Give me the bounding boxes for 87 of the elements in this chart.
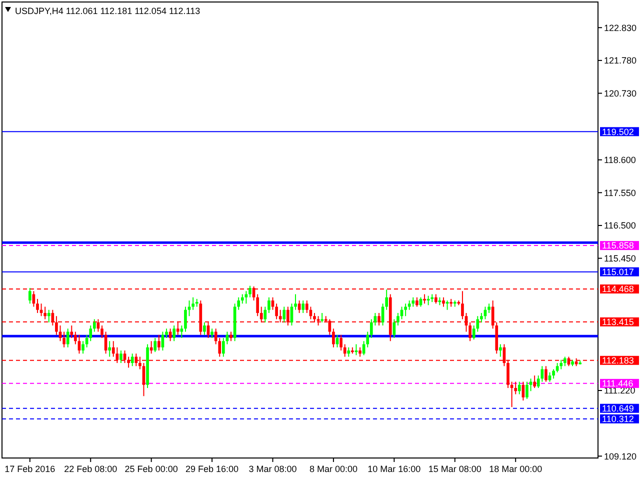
candlestick (358, 346, 362, 358)
candlestick (412, 296, 415, 308)
x-tick-label: 22 Feb 08:00 (64, 464, 118, 474)
candlestick (188, 300, 191, 317)
candlestick (282, 306, 286, 323)
candlestick (230, 331, 232, 342)
candlestick (47, 309, 50, 323)
candlestick (165, 328, 168, 338)
candlestick (244, 290, 248, 304)
x-tick-label: 3 Mar 08:00 (248, 464, 297, 474)
x-tick-label: 15 Mar 08:00 (428, 464, 482, 474)
ref-line-label: 114.468 (602, 284, 634, 294)
candlestick (168, 328, 172, 342)
candlestick (442, 296, 445, 308)
y-tick-label: 121.780 (604, 56, 637, 66)
candlestick (552, 368, 555, 380)
y-tick-label: 120.730 (604, 88, 637, 98)
candlestick (92, 318, 96, 332)
candlestick (416, 296, 418, 308)
candlestick (529, 378, 532, 392)
candlestick (154, 337, 157, 353)
candlestick (157, 334, 160, 351)
candlestick (560, 359, 563, 370)
candlestick (294, 294, 297, 310)
candlestick (404, 303, 407, 317)
candlestick (544, 366, 548, 382)
x-tick-label: 17 Feb 2016 (4, 464, 56, 474)
x-tick-label: 10 Mar 16:00 (368, 464, 421, 474)
candlestick (396, 312, 400, 326)
candlestick (332, 328, 335, 348)
candlestick (556, 362, 559, 373)
ref-line-label: 110.312 (602, 414, 634, 424)
y-tick-label: 109.120 (604, 451, 637, 462)
candlestick (248, 285, 252, 298)
y-tick-label: 115.450 (604, 253, 636, 264)
candlestick (203, 322, 206, 336)
candlestick (408, 300, 411, 310)
candlestick (302, 300, 305, 314)
candlestick (347, 346, 350, 358)
ref-line-label: 112.183 (602, 356, 634, 366)
candlestick (320, 312, 324, 323)
candlestick (518, 381, 521, 395)
y-tick-label: 122.830 (604, 22, 637, 33)
candlestick (434, 294, 438, 304)
candlestick (423, 294, 426, 304)
candlestick (82, 340, 84, 354)
ref-line-label: 115.858 (602, 240, 634, 251)
candlestick (298, 300, 301, 314)
candlestick (240, 294, 244, 304)
y-tick-label: 118.600 (604, 154, 636, 165)
candlestick (268, 296, 270, 314)
y-tick-label: 116.500 (604, 220, 636, 231)
chart-title: USDJPY,H4 112.061 112.181 112.054 112.113 (15, 6, 200, 16)
ref-line-label: 119.502 (602, 126, 634, 137)
candlestick (290, 303, 294, 326)
candlestick (108, 340, 112, 358)
y-tick-label: 117.550 (604, 188, 636, 198)
candlestick (210, 328, 214, 338)
candlestick (58, 324, 62, 342)
candlestick (70, 324, 74, 338)
candlestick (120, 350, 122, 364)
candlestick (533, 374, 536, 388)
candlestick (526, 381, 528, 400)
candlestick (100, 324, 104, 338)
x-tick-label: 18 Mar 00:00 (489, 464, 542, 474)
candlestick (488, 303, 490, 314)
candlestick (461, 290, 464, 320)
candlestick (172, 324, 176, 342)
x-tick-label: 29 Feb 16:00 (186, 464, 239, 474)
candlestick (184, 306, 187, 332)
candlestick (44, 306, 46, 320)
candlestick (264, 306, 267, 323)
ref-line-label: 110.649 (602, 403, 634, 414)
candlestick (564, 356, 566, 367)
candlestick (498, 344, 502, 358)
candlestick (275, 303, 278, 320)
candlestick (36, 298, 39, 314)
candlestick (340, 334, 342, 351)
candlestick (343, 344, 346, 358)
x-tick-label: 25 Feb 00:00 (124, 464, 178, 474)
candlestick (66, 328, 70, 348)
candlestick (28, 287, 32, 304)
candlestick (392, 318, 396, 338)
ref-line-label: 113.415 (602, 317, 634, 328)
x-tick-label: 8 Mar 00:00 (309, 464, 358, 474)
ref-line-label: 115.017 (602, 266, 634, 277)
candlestick (130, 353, 134, 367)
